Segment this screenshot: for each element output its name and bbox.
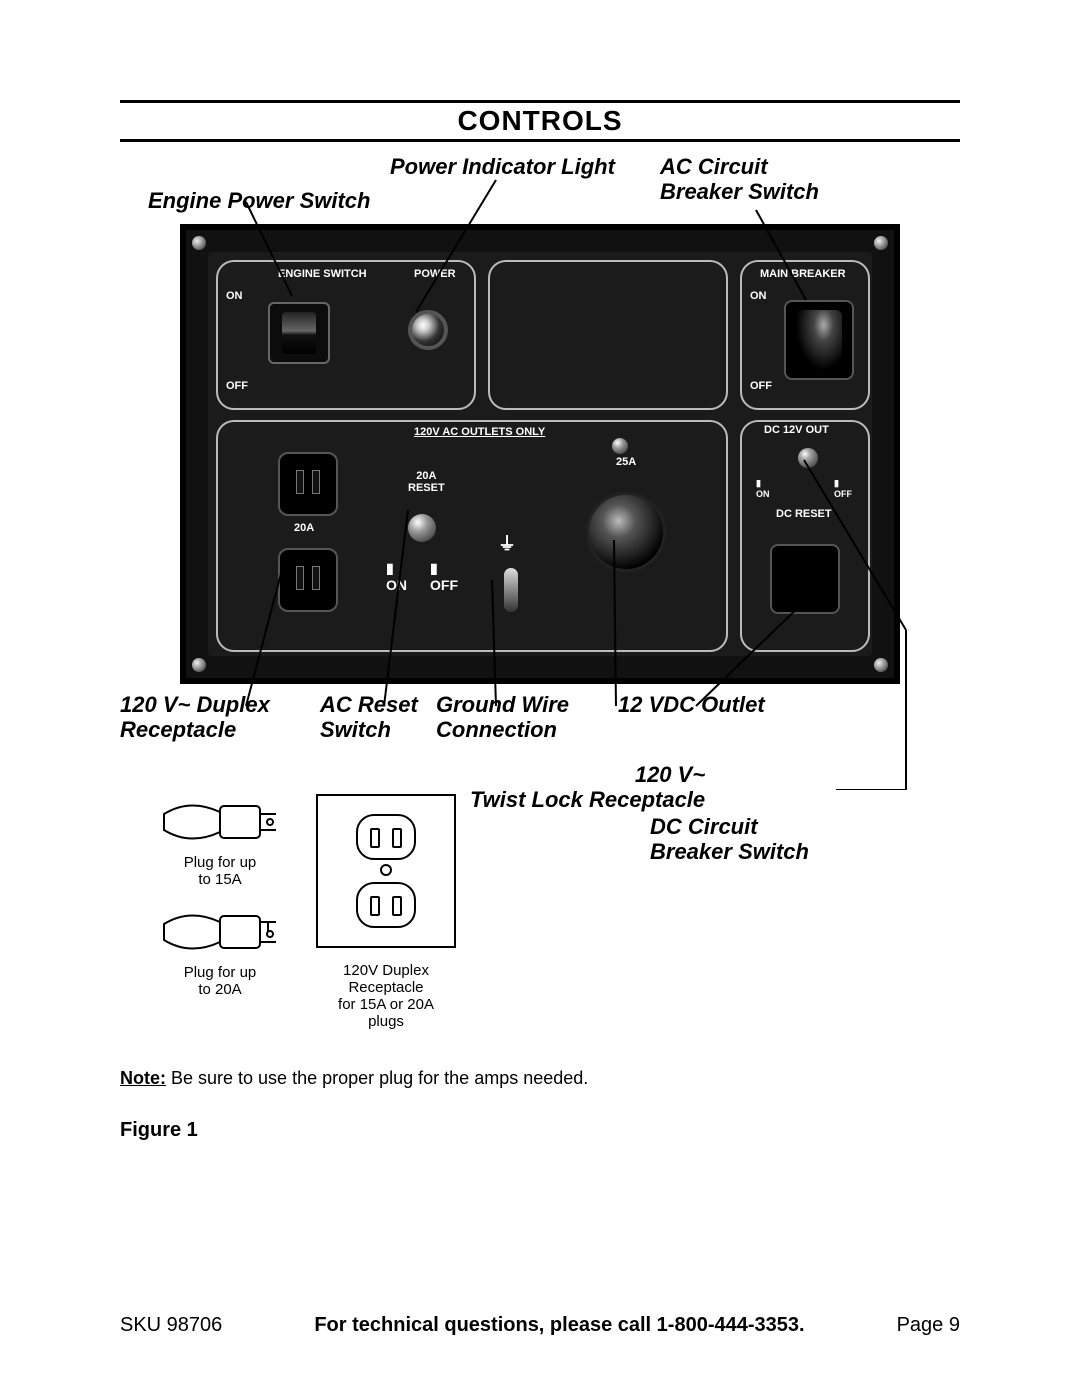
text-main-breaker: MAIN BREAKER — [760, 268, 846, 280]
panel-inner: ENGINE SWITCH POWER ON OFF MAIN BREAKER … — [208, 252, 872, 656]
screw-icon — [192, 236, 206, 250]
engine-rocker-switch[interactable] — [268, 302, 330, 364]
text-engine-switch: ENGINE SWITCH — [278, 268, 367, 280]
screw-icon — [192, 658, 206, 672]
text-on: ON — [750, 290, 767, 302]
ac-reset-button[interactable] — [408, 514, 436, 542]
power-indicator-lamp — [408, 310, 448, 350]
text-dc12v: DC 12V OUT — [764, 424, 829, 436]
plug-20a: Plug for up to 20A — [150, 904, 290, 998]
main-breaker-switch[interactable] — [784, 300, 854, 380]
ground-icon: ⏚ — [498, 530, 516, 556]
text-20a: 20A — [294, 522, 314, 534]
note-label: Note: — [120, 1068, 166, 1088]
control-panel: ENGINE SWITCH POWER ON OFF MAIN BREAKER … — [180, 224, 900, 684]
label-ac-breaker: AC Circuit Breaker Switch — [660, 154, 819, 205]
twist-lock-receptacle[interactable] — [586, 492, 666, 572]
plug-icon — [160, 794, 280, 850]
text-power: POWER — [414, 268, 456, 280]
section-blank — [488, 260, 728, 410]
sub-diagrams: Plug for up to 15A Plug for up to 20A 12… — [120, 794, 960, 1064]
text-on: ▮ON — [756, 478, 770, 499]
text-off: ▮OFF — [834, 478, 852, 499]
footer-page: Page 9 — [897, 1314, 960, 1337]
label-ground-wire: Ground Wire Connection — [436, 692, 569, 743]
twist-reset[interactable] — [612, 438, 628, 454]
text-20a-reset: 20A RESET — [408, 470, 445, 494]
text-outlets-header: 120V AC OUTLETS ONLY — [414, 426, 545, 438]
text-off: OFF — [750, 380, 772, 392]
note: Note: Be sure to use the proper plug for… — [120, 1068, 960, 1089]
ground-hole-icon — [380, 864, 392, 876]
footer-sku: SKU 98706 — [120, 1314, 222, 1337]
plug-15a: Plug for up to 15A — [150, 794, 290, 888]
socket-icon — [356, 882, 416, 928]
top-labels: Engine Power Switch Power Indicator Ligh… — [120, 154, 960, 224]
ground-terminal[interactable] — [504, 568, 518, 612]
duplex-outlet-top[interactable] — [278, 452, 338, 516]
socket-icon — [356, 814, 416, 860]
text-off: OFF — [226, 380, 248, 392]
bottom-labels: 120 V~ Duplex Receptacle AC Reset Switch… — [120, 684, 960, 794]
dc-indicator-led — [798, 448, 818, 468]
caption-plug20: Plug for up to 20A — [150, 964, 290, 998]
caption-duplex: 120V Duplex Receptacle for 15A or 20A pl… — [316, 962, 456, 1030]
label-dc-outlet: 12 VDC Outlet — [618, 692, 765, 717]
note-text: Be sure to use the proper plug for the a… — [166, 1068, 588, 1088]
footer-support: For technical questions, please call 1-8… — [314, 1314, 804, 1337]
label-power-indicator: Power Indicator Light — [390, 154, 615, 179]
screw-icon — [874, 236, 888, 250]
on-icon: ▮ON — [386, 560, 407, 593]
label-engine-power: Engine Power Switch — [148, 188, 370, 213]
page-footer: SKU 98706 For technical questions, pleas… — [120, 1314, 960, 1337]
text-25a: 25A — [616, 456, 636, 468]
dc-12v-outlet[interactable] — [770, 544, 840, 614]
section-title: CONTROLS — [120, 100, 960, 142]
screw-icon — [874, 658, 888, 672]
text-dc-reset: DC RESET — [776, 508, 832, 520]
figure-label: Figure 1 — [120, 1119, 960, 1142]
duplex-outlet-bottom[interactable] — [278, 548, 338, 612]
label-duplex: 120 V~ Duplex Receptacle — [120, 692, 270, 743]
off-icon: ▮OFF — [430, 560, 458, 593]
plug-icon — [160, 904, 280, 960]
duplex-receptacle-diagram — [316, 794, 456, 948]
caption-plug15: Plug for up to 15A — [150, 854, 290, 888]
text-on: ON — [226, 290, 243, 302]
label-ac-reset: AC Reset Switch — [320, 692, 418, 743]
